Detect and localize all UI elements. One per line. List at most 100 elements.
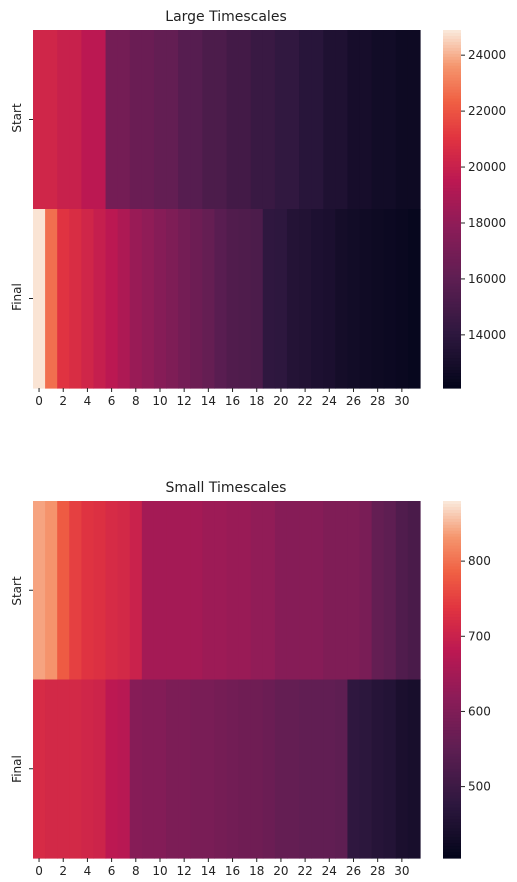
colorbar-segment <box>443 521 461 526</box>
colorbar-segment <box>443 56 461 61</box>
colorbar-segment <box>443 503 461 508</box>
heatmap-cell <box>311 30 324 210</box>
colorbar-segment <box>443 620 461 624</box>
colorbar-segment <box>443 143 461 147</box>
colorbar-segment <box>443 581 461 585</box>
colorbar-segment <box>443 310 461 315</box>
heatmap-cell <box>33 209 46 389</box>
x-tick-label: 16 <box>225 394 240 408</box>
heatmap-cell <box>359 679 373 859</box>
colorbar-segment <box>443 837 461 841</box>
colorbar-segment <box>443 667 461 672</box>
colorbar-segment <box>443 798 461 803</box>
colorbar-segment <box>443 74 461 79</box>
colorbar-segment <box>443 62 461 67</box>
heatmap-cell <box>238 679 252 859</box>
colorbar-segment <box>443 355 461 359</box>
colorbar-segment <box>443 509 461 514</box>
colorbar-segment <box>443 101 461 106</box>
colorbar-segment <box>443 304 461 309</box>
colorbar-segment <box>443 307 461 312</box>
colorbar-segment <box>443 364 461 368</box>
colorbar-segment <box>443 176 461 180</box>
colorbar-segment <box>443 518 461 523</box>
heatmap-cell <box>166 679 179 859</box>
colorbar-segment <box>443 747 461 752</box>
colorbar-segment <box>443 358 461 362</box>
colorbar-segment <box>443 113 461 118</box>
colorbar-segment <box>443 664 461 669</box>
colorbar-segment <box>443 831 461 835</box>
heatmap-cell <box>81 679 95 859</box>
heatmap-cell <box>238 501 252 681</box>
colorbar-segment <box>443 557 461 562</box>
colorbar-segment <box>443 658 461 663</box>
colorbar-segment <box>443 185 461 189</box>
colorbar-segment <box>443 200 461 204</box>
colorbar-segment <box>443 688 461 692</box>
colorbar-segment <box>443 822 461 826</box>
heatmap-cell <box>214 501 228 681</box>
heatmap-cell <box>69 209 82 389</box>
colorbar-segment <box>443 676 461 681</box>
heatmap-cell <box>395 679 409 859</box>
heatmap-cell <box>45 209 58 389</box>
colorbar-segment <box>443 813 461 817</box>
heatmap-cell <box>335 30 349 210</box>
colorbar-segment <box>443 80 461 85</box>
colorbar-segment <box>443 575 461 579</box>
heatmap-cell <box>178 679 191 859</box>
x-tick-label: 6 <box>108 394 116 408</box>
heatmap-large-timescales: Large Timescales Start Final 0 2 4 6 8 10 12 14… <box>10 9 506 408</box>
heatmap-cell <box>190 30 203 210</box>
heatmap-cell <box>105 501 119 681</box>
colorbar-segment <box>443 637 461 642</box>
colorbar-segment <box>443 792 461 797</box>
colorbar-segment <box>443 634 461 639</box>
colorbar-segment <box>443 617 461 621</box>
heatmap-cell <box>407 209 421 389</box>
heatmap-cell <box>93 501 107 681</box>
heatmap-cell <box>238 209 252 389</box>
colorbar-segment <box>443 203 461 207</box>
colorbar-segment <box>443 206 461 210</box>
colorbar-segment <box>443 346 461 350</box>
colorbar-segment <box>443 149 461 153</box>
heatmap-cell <box>141 30 155 210</box>
colorbar-segment <box>443 53 461 58</box>
heatmap-cell <box>166 209 179 389</box>
colorbar-segment <box>443 89 461 94</box>
colorbar-tick-label: 14000 <box>468 328 506 342</box>
colorbar-segment <box>443 277 461 282</box>
colorbar-segment <box>443 83 461 88</box>
colorbar-segment <box>443 50 461 55</box>
colorbar-segment <box>443 241 461 246</box>
colorbar-segment <box>443 86 461 91</box>
heatmap-cell <box>274 30 288 210</box>
colorbar-segment <box>443 736 461 740</box>
heatmap-cell <box>347 679 361 859</box>
heatmap-cell <box>81 30 95 210</box>
colorbar-segment <box>443 146 461 150</box>
heatmap-cell <box>81 501 95 681</box>
colorbar-segment <box>443 352 461 356</box>
colorbar-segment <box>443 753 461 758</box>
colorbar-segment <box>443 247 461 252</box>
colorbar-segment <box>443 98 461 103</box>
x-tick-label: 22 <box>297 864 312 878</box>
colorbar-segment <box>443 744 461 749</box>
heatmap-cell <box>153 209 167 389</box>
heatmap-cell <box>153 679 167 859</box>
colorbar-segment <box>443 774 461 779</box>
colorbar-segment <box>443 217 461 222</box>
colorbar-segment <box>443 271 461 276</box>
colorbar-segment <box>443 340 461 344</box>
heatmap-cell <box>359 501 373 681</box>
colorbar-segment <box>443 343 461 347</box>
colorbar-segment <box>443 622 461 627</box>
colorbar-segment <box>443 631 461 636</box>
x-tick-label: 24 <box>322 864 337 878</box>
heatmap-cell <box>335 679 349 859</box>
colorbar-segment <box>443 524 461 529</box>
heatmap-small-timescales: Small Timescales Start Final 0 2 4 6 8 10 12 14… <box>10 480 491 878</box>
